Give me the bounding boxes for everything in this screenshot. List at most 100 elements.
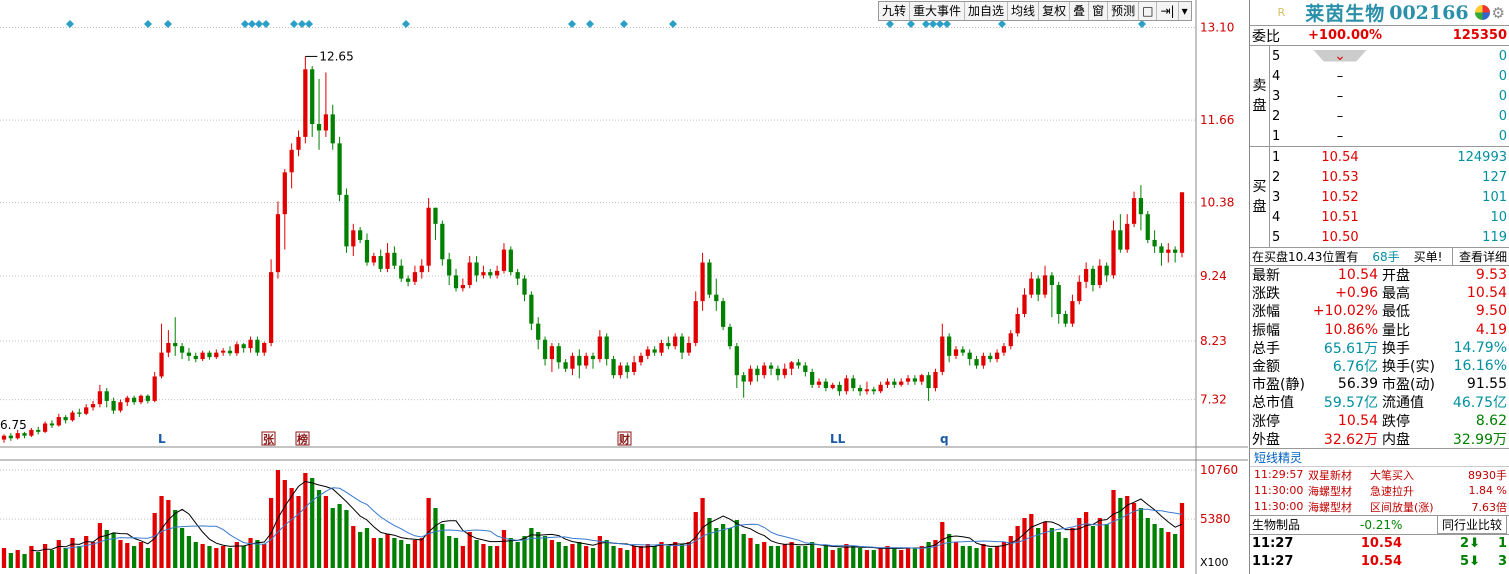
candle-body: [104, 391, 109, 401]
candle-body: [652, 349, 657, 353]
event-diamond-marker: [262, 20, 270, 28]
toolbar-button-8[interactable]: □: [1139, 2, 1158, 20]
quote-label: 量比: [1382, 322, 1410, 339]
candle-body: [42, 423, 48, 432]
tick-price: 10.54: [1360, 554, 1402, 570]
toolbar-button-5[interactable]: 叠: [1070, 2, 1090, 20]
volume-bar: [36, 552, 41, 568]
candle-body: [590, 355, 596, 360]
volume-bar: [56, 540, 61, 568]
buy-level-3[interactable]: 3 10.52 101: [1270, 187, 1509, 207]
toolbar-button-1[interactable]: 重大事件: [910, 2, 966, 20]
toolbar-button-7[interactable]: 预测: [1108, 2, 1140, 20]
candle-body: [152, 376, 157, 401]
buy-level-2[interactable]: 2 10.53 127: [1270, 167, 1509, 187]
candle-body: [768, 365, 774, 369]
candle-body: [666, 342, 671, 347]
kline-chart[interactable]: 13.10 11.66 10.38 9.24 8.23 7.32 10760 5380 X100…: [0, 0, 1248, 574]
toolbar-button-2[interactable]: 加自选: [965, 2, 1009, 20]
sell-level-1[interactable]: 1 – 0: [1270, 126, 1509, 146]
volume-bar: [344, 510, 349, 568]
tick-row: 11:27 10.54 2⬇ 1: [1250, 535, 1509, 553]
quote-row: 金额 6.76亿 换手(实) 16.16%: [1250, 357, 1509, 375]
candle-body: [837, 384, 842, 392]
sell-price: –: [1336, 88, 1344, 104]
quote-value: 10.86%: [1324, 321, 1378, 338]
candle-body: [1029, 278, 1034, 295]
quote-value: 91.55: [1466, 376, 1507, 393]
sprite-item[interactable]: 11:30:00 海螺型材 急速拉升 1.84 %: [1250, 483, 1509, 499]
industry-compare-button[interactable]: 同行业比较: [1436, 515, 1507, 535]
candle-body: [138, 395, 144, 403]
candle-body: [426, 207, 431, 266]
kline-chart-area[interactable]: 13.10 11.66 10.38 9.24 8.23 7.32 10760 5380 X100…: [0, 0, 1248, 574]
volume-bar: [549, 540, 555, 568]
quote-label: 最新: [1252, 268, 1280, 285]
volume-bar: [631, 546, 637, 568]
buy-level-5[interactable]: 5 10.50 119: [1270, 227, 1509, 247]
toolbar-button-0[interactable]: 九转: [879, 2, 911, 20]
sprite-title[interactable]: 短线精灵: [1250, 449, 1509, 467]
quote-label: 开盘: [1382, 268, 1410, 285]
buy-level-1[interactable]: 1 10.54 124993: [1270, 147, 1509, 167]
volume-bar: [823, 546, 828, 568]
candle-body: [447, 259, 452, 276]
event-box: [617, 431, 632, 446]
sprite-time: 11:30:00: [1254, 484, 1304, 498]
volume-bar: [810, 542, 815, 568]
candle-body: [673, 336, 678, 347]
volume-bar: [118, 540, 123, 568]
sell-price: –: [1336, 68, 1344, 84]
volume-bar: [248, 538, 253, 568]
quote-value: +0.96: [1335, 285, 1378, 302]
volume-bar: [1042, 522, 1048, 568]
volume-bar: [282, 480, 287, 568]
candle-body: [508, 249, 513, 273]
candle-body: [638, 355, 644, 363]
sell-level-3[interactable]: 3 – 0: [1270, 86, 1509, 106]
candle-body: [255, 339, 260, 353]
color-palette-icon[interactable]: [1474, 5, 1490, 20]
sell-level-num: 4: [1272, 68, 1281, 84]
candle-body: [241, 344, 246, 349]
volume-bar: [748, 538, 753, 568]
candle-body: [686, 342, 692, 353]
volume-bar: [481, 544, 486, 568]
volume-bar: [310, 478, 315, 568]
candle-body: [741, 375, 746, 382]
sell-level-4[interactable]: 4 – 0: [1270, 66, 1509, 86]
gear-icon[interactable]: ⚙: [1491, 3, 1505, 22]
toolbar-button-10[interactable]: ▾: [1181, 4, 1188, 18]
candle-body: [933, 371, 938, 389]
toolbar-button-3[interactable]: 均线: [1008, 2, 1040, 20]
quote-value: 10.54: [1466, 285, 1507, 302]
quote-row: 最新 10.54 开盘 9.53: [1250, 266, 1509, 284]
candle-body: [577, 355, 582, 366]
volume-bar: [515, 542, 520, 568]
volume-bar: [638, 546, 644, 568]
toolbar-button-6[interactable]: 窗: [1089, 2, 1109, 20]
candle-body: [358, 230, 363, 240]
volume-bar: [166, 500, 171, 568]
sprite-item[interactable]: 11:30:00 海螺型材 区间放量(涨) 7.63倍: [1250, 499, 1509, 515]
volume-bar: [494, 546, 500, 568]
sprite-item[interactable]: 11:29:57 双星新材 大笔买入 8930手: [1250, 467, 1509, 483]
low-price-label: 6.75: [0, 418, 27, 432]
sell-level-2[interactable]: 2 – 0: [1270, 106, 1509, 126]
volume-bar: [419, 538, 424, 568]
quote-value: 16.16%: [1453, 358, 1507, 375]
candle-body: [1104, 265, 1109, 276]
view-detail-button[interactable]: 查看详细: [1451, 248, 1507, 265]
sell-level-5[interactable]: 5 ⌄ 0: [1270, 46, 1509, 66]
candle-body: [679, 336, 685, 353]
toolbar-button-9[interactable]: ⇥|: [1157, 2, 1179, 20]
buy-level-4[interactable]: 4 10.51 10: [1270, 207, 1509, 227]
candle-body: [268, 272, 274, 343]
candle-body: [1036, 278, 1041, 295]
candle-body: [1063, 313, 1068, 324]
event-diamond-marker: [586, 20, 594, 28]
candle-body: [221, 350, 226, 353]
toolbar-button-4[interactable]: 复权: [1039, 2, 1071, 20]
chevron-down-icon[interactable]: ⌄: [1313, 49, 1367, 62]
volume-bar: [981, 544, 986, 568]
